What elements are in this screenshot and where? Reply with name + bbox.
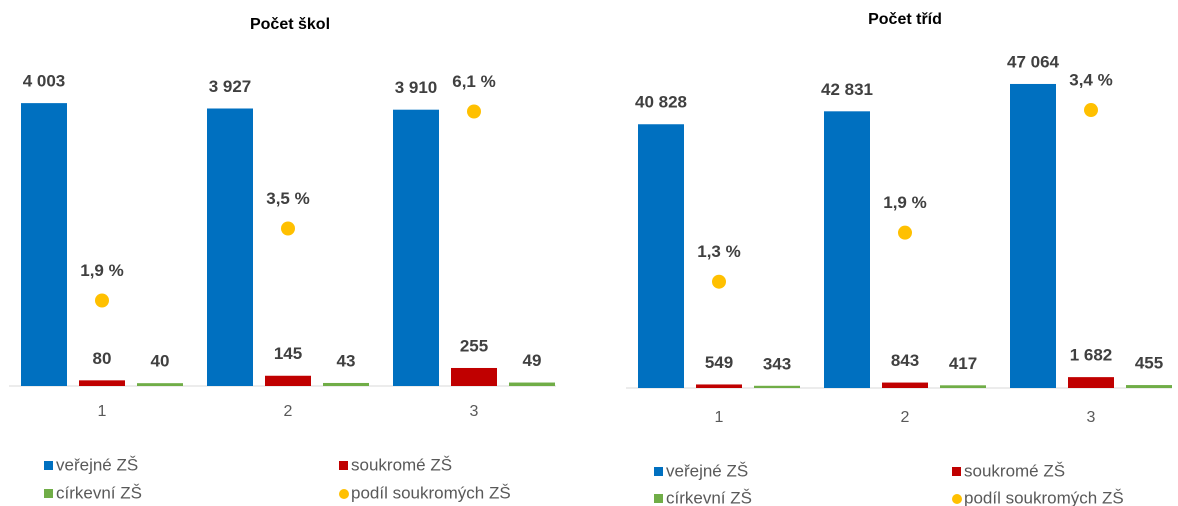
x-tick-label: 3 xyxy=(470,403,479,420)
legend-label: soukromé ZŠ xyxy=(351,455,452,474)
data-label: 3,5 % xyxy=(266,189,309,208)
data-label: 40 xyxy=(151,352,170,371)
data-label: 42 831 xyxy=(821,80,873,99)
legend-label: církevní ZŠ xyxy=(666,488,752,506)
bar xyxy=(207,108,253,386)
legend-label: podíl soukromých ZŠ xyxy=(351,483,511,502)
data-label: 4 003 xyxy=(23,72,66,91)
data-label: 1,9 % xyxy=(80,261,123,280)
bar xyxy=(451,367,497,386)
share-dot xyxy=(1084,103,1098,118)
bar xyxy=(393,109,439,387)
bar xyxy=(824,111,870,388)
data-label: 6,1 % xyxy=(452,72,495,91)
bar xyxy=(882,382,928,388)
data-label: 47 064 xyxy=(1007,52,1060,71)
data-label: 49 xyxy=(523,351,542,370)
legend-swatch xyxy=(339,461,348,470)
bar xyxy=(1010,83,1056,389)
share-dot xyxy=(712,274,726,289)
data-label: 1,3 % xyxy=(697,242,740,261)
legend-label: církevní ZŠ xyxy=(56,483,142,502)
legend-swatch xyxy=(952,494,962,504)
share-dot xyxy=(467,104,481,119)
data-label: 455 xyxy=(1135,354,1163,373)
bar xyxy=(696,384,742,388)
share-dot xyxy=(95,293,109,308)
chart-title: Počet tříd xyxy=(868,11,942,28)
share-dot xyxy=(898,225,912,240)
share-dot xyxy=(281,221,295,236)
legend-label: veřejné ZŠ xyxy=(666,461,748,480)
bar xyxy=(754,385,800,388)
data-label: 43 xyxy=(337,351,356,370)
legend-swatch xyxy=(952,467,961,476)
data-label: 40 828 xyxy=(635,93,687,112)
data-label: 843 xyxy=(891,351,919,370)
bar xyxy=(509,382,555,386)
legend-label: veřejné ZŠ xyxy=(56,455,138,474)
data-label: 549 xyxy=(705,353,733,372)
bar xyxy=(79,380,125,386)
bar xyxy=(638,124,684,388)
data-label: 3,4 % xyxy=(1069,71,1112,90)
data-label: 1 682 xyxy=(1070,346,1113,365)
data-label: 255 xyxy=(460,336,488,355)
legend-swatch xyxy=(339,489,349,499)
data-label: 3 927 xyxy=(209,77,252,96)
x-tick-label: 2 xyxy=(901,409,910,426)
bar xyxy=(1068,377,1114,388)
bar xyxy=(940,385,986,388)
bar xyxy=(323,382,369,386)
data-label: 343 xyxy=(763,354,791,373)
x-tick-label: 1 xyxy=(98,403,107,420)
chart-title: Počet škol xyxy=(250,16,330,33)
legend-swatch xyxy=(654,467,663,476)
bar xyxy=(21,103,67,386)
bar xyxy=(265,375,311,386)
legend-swatch xyxy=(44,489,53,498)
x-tick-label: 2 xyxy=(284,403,293,420)
data-label: 80 xyxy=(93,349,112,368)
bar xyxy=(137,383,183,386)
data-label: 417 xyxy=(949,354,977,373)
data-label: 3 910 xyxy=(395,78,438,97)
x-tick-label: 1 xyxy=(715,409,724,426)
legend-label: soukromé ZŠ xyxy=(964,461,1065,480)
bar xyxy=(1126,385,1172,388)
legend-swatch xyxy=(654,494,663,503)
x-tick-label: 3 xyxy=(1087,409,1096,426)
legend-swatch xyxy=(44,461,53,470)
data-label: 1,9 % xyxy=(883,193,926,212)
legend-label: podíl soukromých ZŠ xyxy=(964,488,1124,506)
data-label: 145 xyxy=(274,344,302,363)
